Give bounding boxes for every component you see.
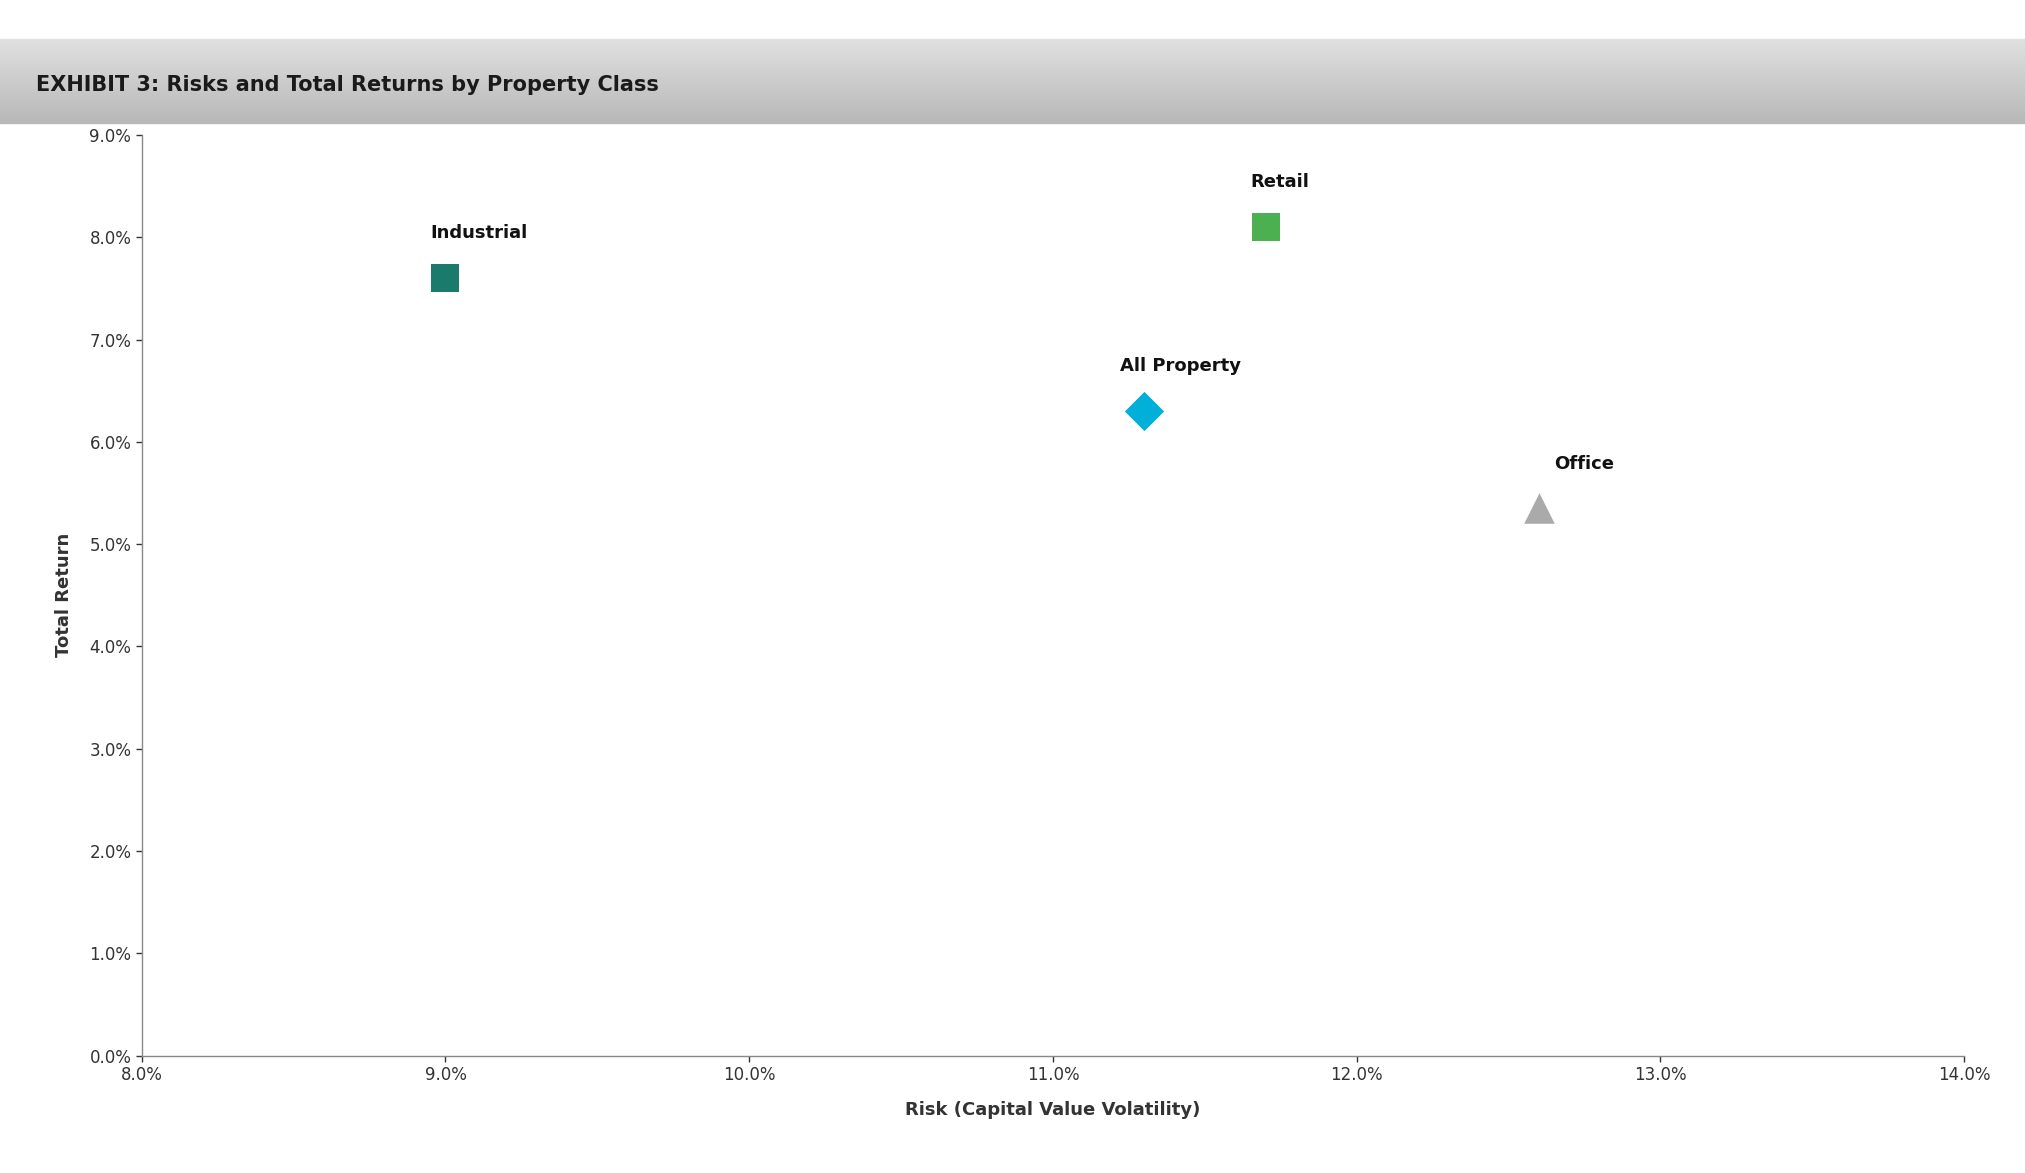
X-axis label: Risk (Capital Value Volatility): Risk (Capital Value Volatility) bbox=[905, 1100, 1201, 1119]
Text: EXHIBIT 3: Risks and Total Returns by Property Class: EXHIBIT 3: Risks and Total Returns by Pr… bbox=[36, 75, 660, 95]
Text: Retail: Retail bbox=[1249, 174, 1310, 191]
Text: Industrial: Industrial bbox=[429, 224, 529, 243]
Point bbox=[1249, 217, 1282, 236]
Point bbox=[1523, 499, 1555, 517]
Y-axis label: Total Return: Total Return bbox=[55, 534, 73, 657]
Point bbox=[1128, 401, 1160, 420]
Text: All Property: All Property bbox=[1120, 358, 1241, 375]
Point bbox=[429, 269, 462, 287]
Text: Office: Office bbox=[1553, 454, 1614, 473]
